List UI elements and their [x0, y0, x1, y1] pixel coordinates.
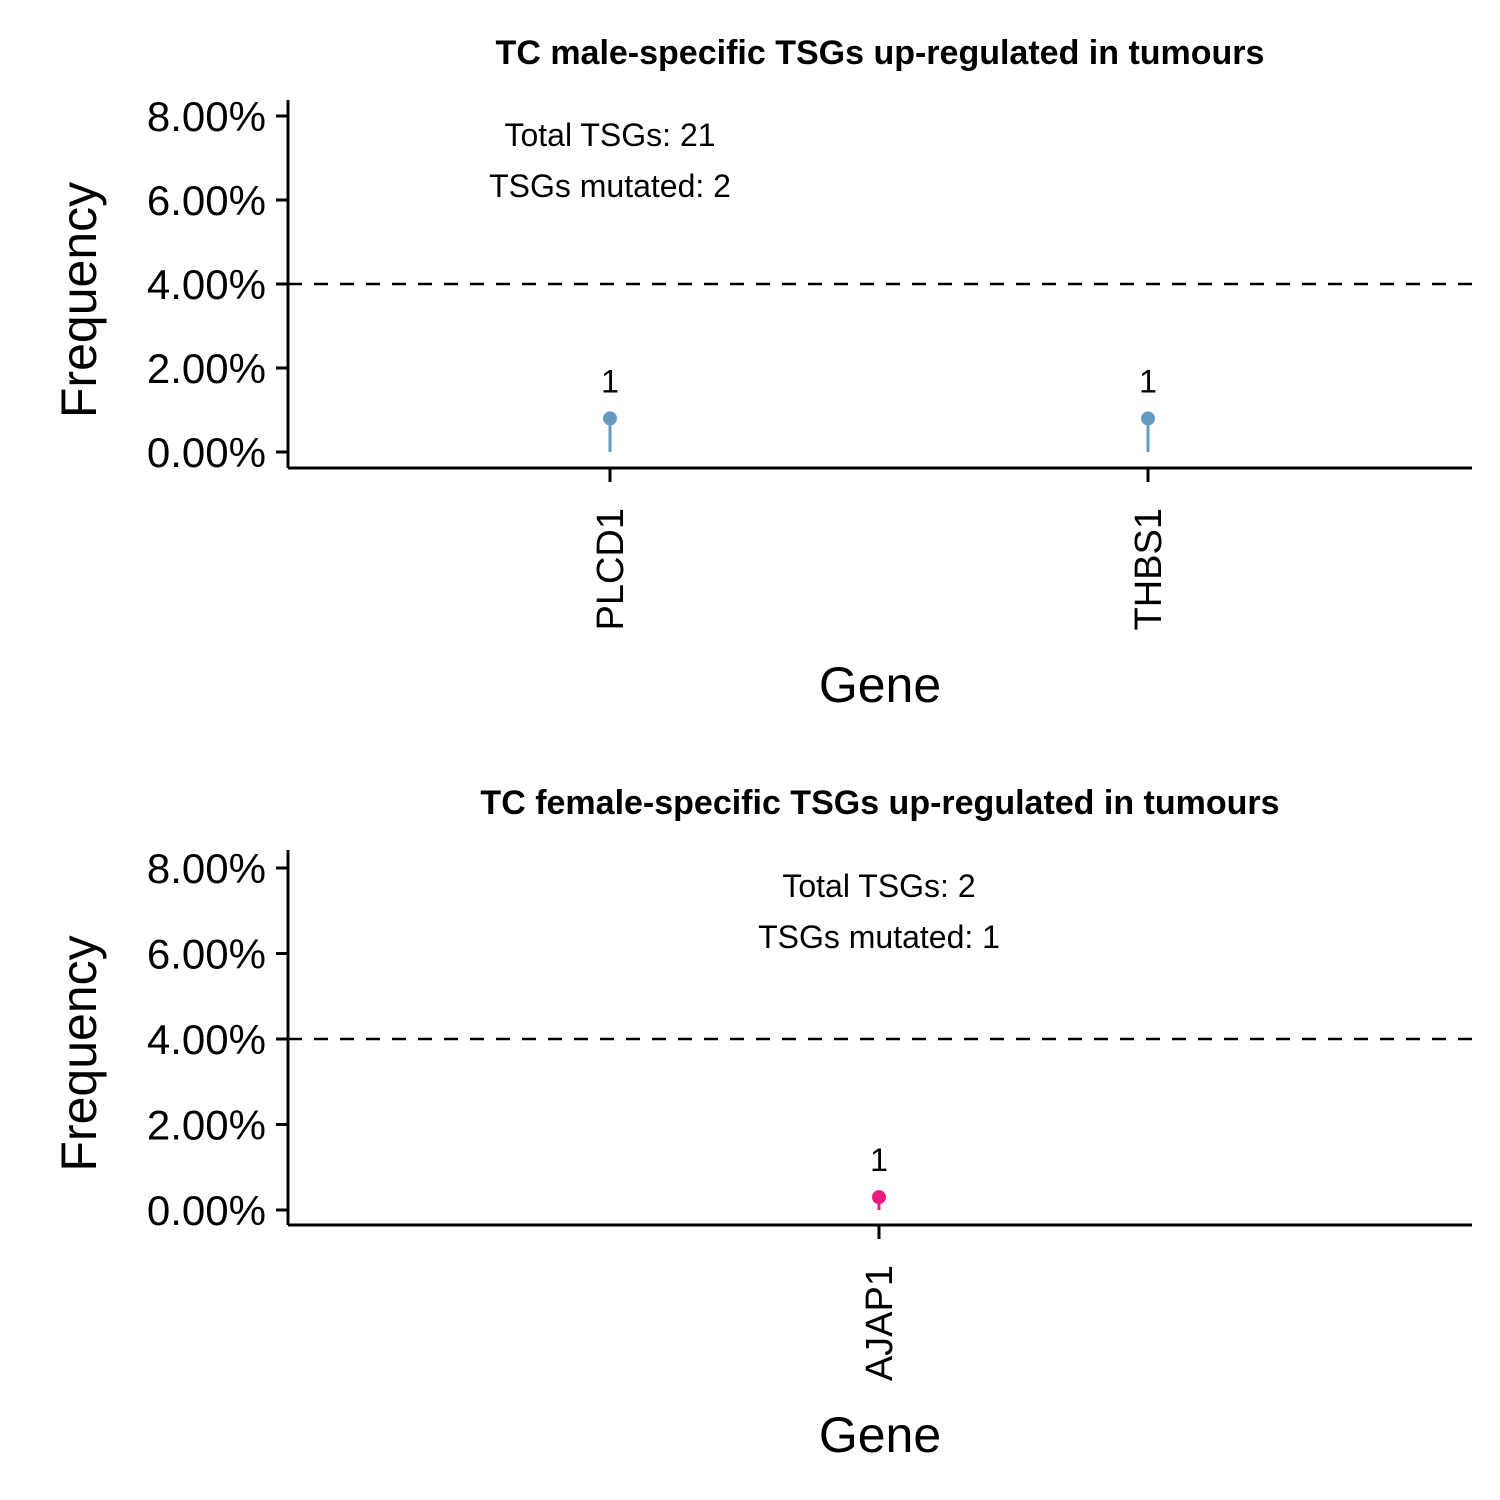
lollipop-point — [872, 1190, 886, 1205]
annotation-text: TSGs mutated: 2 — [489, 168, 731, 204]
lollipop-point — [603, 411, 617, 426]
chart-title: TC male-specific TSGs up-regulated in tu… — [496, 34, 1265, 72]
y-tick-label: 2.00% — [147, 1102, 266, 1149]
y-tick-label: 0.00% — [147, 429, 266, 476]
data-label: 1 — [1139, 363, 1157, 399]
y-tick-label: 6.00% — [147, 177, 266, 224]
annotation-text: Total TSGs: 21 — [504, 117, 715, 153]
data-label: 1 — [601, 363, 619, 399]
panel-male: TC male-specific TSGs up-regulated in tu… — [51, 34, 1472, 713]
y-axis-title: Frequency — [51, 182, 107, 418]
annotation-text: Total TSGs: 2 — [782, 868, 975, 904]
chart-title: TC female-specific TSGs up-regulated in … — [480, 784, 1279, 822]
data-label: 1 — [870, 1142, 888, 1178]
y-tick-label: 2.00% — [147, 345, 266, 392]
y-tick-label: 6.00% — [147, 931, 266, 978]
x-axis-title: Gene — [819, 657, 941, 713]
y-tick-label: 8.00% — [147, 845, 266, 892]
x-tick-label: PLCD1 — [590, 508, 632, 631]
x-axis-title: Gene — [819, 1407, 941, 1463]
panel-female: TC female-specific TSGs up-regulated in … — [51, 784, 1472, 1463]
annotation-text: TSGs mutated: 1 — [758, 919, 1000, 955]
y-axis-title: Frequency — [51, 935, 107, 1171]
x-tick-label: THBS1 — [1128, 508, 1170, 630]
y-tick-label: 4.00% — [147, 261, 266, 308]
y-tick-label: 4.00% — [147, 1016, 266, 1063]
y-tick-label: 8.00% — [147, 93, 266, 140]
lollipop-point — [1141, 411, 1155, 426]
x-tick-label: AJAP1 — [859, 1265, 901, 1381]
y-tick-label: 0.00% — [147, 1187, 266, 1234]
